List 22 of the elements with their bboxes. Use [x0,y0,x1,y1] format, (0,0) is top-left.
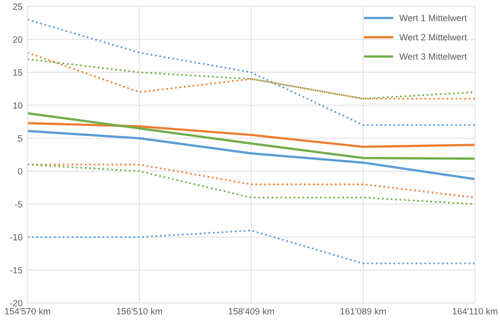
y-tick-label: -20 [10,300,22,306]
y-tick-label: 20 [13,36,22,43]
legend-label: Wert 3 Mittelwert [399,53,467,60]
y-tick-label: 10 [13,102,22,109]
y-tick-label: 15 [13,69,22,76]
legend-label: Wert 1 Mittelwert [399,14,467,22]
x-tick-label: 154'570 km [4,308,50,314]
y-tick-label: 5 [18,135,22,142]
line-series [28,130,475,180]
x-tick-label: 156'510 km [116,308,162,314]
line-series [28,112,475,160]
y-tick-label: 25 [13,3,22,10]
x-tick-label: 164'110 km [452,308,498,314]
y-tick-label: -10 [10,234,22,240]
x-tick-label: 161'089 km [340,308,386,314]
x-tick-label: 158'409 km [228,308,274,314]
y-tick-label: 0 [18,168,22,175]
y-tick-label: -15 [10,267,22,274]
y-tick-label: -5 [15,201,22,208]
legend-label: Wert 2 Mittelwert [399,34,467,40]
line-series [28,122,475,148]
line-series [28,164,475,205]
